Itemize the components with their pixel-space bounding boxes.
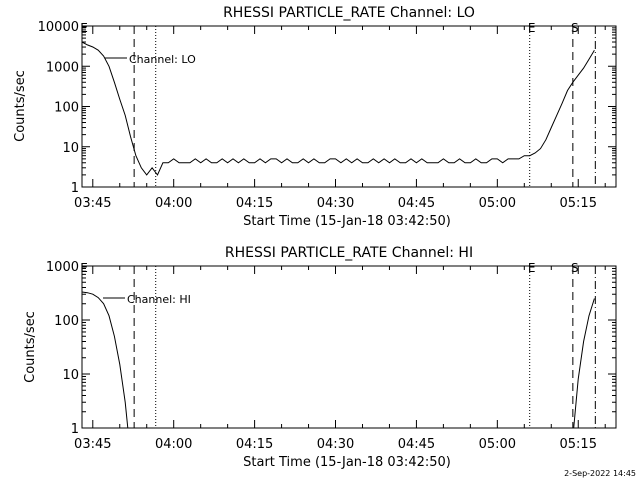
series-line — [573, 298, 595, 428]
x-tick-label: 05:15 — [560, 196, 597, 211]
x-tick-label: 04:45 — [398, 196, 435, 211]
y-axis-label: Counts/sec — [13, 70, 28, 142]
event-marker-label: E — [80, 261, 88, 275]
x-tick-label: 03:45 — [74, 196, 111, 211]
x-tick-label: 04:30 — [317, 437, 354, 452]
event-marker-label: E — [80, 21, 88, 35]
event-marker-label: S — [571, 261, 579, 275]
y-tick-label: 1 — [71, 181, 79, 196]
x-tick-label: 05:00 — [479, 437, 516, 452]
x-tick-label: 04:30 — [317, 196, 354, 211]
event-marker-label: E — [528, 261, 536, 275]
series-line — [82, 291, 129, 428]
x-tick-label: 04:00 — [155, 196, 192, 211]
event-marker-label: E — [528, 21, 536, 35]
chart-panel-hi: RHESSI PARTICLE_RATE Channel: HI Counts/… — [23, 245, 617, 470]
legend: Channel: LO — [105, 53, 196, 66]
x-axis-label: Start Time (15-Jan-18 03:42:50) — [243, 214, 451, 229]
y-tick-label: 100 — [54, 314, 79, 329]
chart-panel-lo: RHESSI PARTICLE_RATE Channel: LO Counts/… — [13, 5, 617, 229]
chart-title: RHESSI PARTICLE_RATE Channel: HI — [225, 245, 473, 261]
x-tick-label: 04:15 — [236, 437, 273, 452]
y-tick-label: 1000 — [46, 60, 79, 75]
x-tick-label: 05:00 — [479, 196, 516, 211]
y-axis-label: Counts/sec — [23, 311, 38, 383]
x-tick-label: 05:15 — [560, 437, 597, 452]
chart-title: RHESSI PARTICLE_RATE Channel: LO — [223, 5, 475, 21]
y-tick-label: 10000 — [38, 20, 79, 35]
legend: Channel: HI — [103, 293, 191, 306]
x-tick-label: 04:15 — [236, 196, 273, 211]
series-line — [82, 41, 595, 176]
y-tick-label: 10 — [62, 368, 79, 383]
x-tick-label: 04:00 — [155, 437, 192, 452]
x-tick-label: 04:45 — [398, 437, 435, 452]
legend-label: Channel: LO — [129, 53, 196, 66]
x-axis-label: Start Time (15-Jan-18 03:42:50) — [243, 455, 451, 470]
legend-label: Channel: HI — [127, 293, 191, 306]
x-tick-label: 03:45 — [74, 437, 111, 452]
footer-timestamp: 2-Sep-2022 14:45 — [564, 469, 636, 478]
y-tick-label: 1000 — [46, 260, 79, 275]
y-tick-label: 1 — [71, 422, 79, 437]
event-marker-label: S — [571, 21, 579, 35]
y-tick-label: 10 — [62, 141, 79, 156]
y-tick-label: 100 — [54, 101, 79, 116]
